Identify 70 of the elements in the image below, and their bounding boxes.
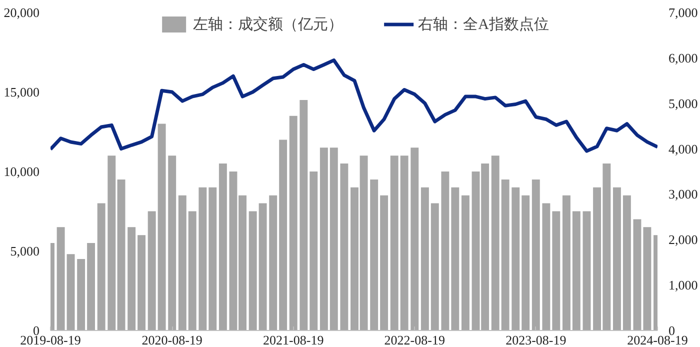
bar	[178, 195, 186, 330]
bar	[420, 187, 429, 330]
bar	[532, 179, 540, 330]
bar	[117, 179, 126, 330]
y2-tick-label: 5,000	[668, 96, 698, 111]
y-tick-label: 5,000	[10, 244, 40, 258]
y2-tick-label: 2,000	[668, 232, 698, 248]
y2-tick-label: 3,000	[668, 186, 698, 202]
bar	[451, 187, 460, 330]
y-tick-label: 10,000	[4, 164, 40, 179]
bar	[168, 156, 176, 330]
bar	[128, 227, 136, 330]
bar	[300, 100, 308, 330]
bar	[218, 164, 227, 330]
x-tick-label: 2021-08-19	[263, 332, 324, 347]
x-tick-label: 2020-08-19	[142, 332, 202, 347]
bar	[97, 203, 106, 330]
bar	[198, 187, 207, 330]
bar	[108, 156, 116, 330]
bar	[269, 195, 278, 330]
bar	[512, 187, 520, 330]
bar	[87, 243, 96, 330]
bar	[552, 211, 560, 330]
bar	[158, 124, 166, 330]
bar	[66, 254, 75, 330]
bar	[643, 227, 652, 330]
legend-label: 左轴：成交额（亿元）	[193, 15, 344, 34]
bar	[582, 211, 591, 330]
bar	[400, 156, 408, 330]
y2-tick-label: 1,000	[668, 278, 698, 293]
x-tick-label: 2023-08-19	[506, 332, 566, 347]
bar	[77, 258, 86, 330]
bar	[410, 148, 419, 330]
y-tick-label: 20,000	[4, 5, 40, 20]
bar	[501, 179, 510, 330]
bar	[289, 116, 298, 330]
bar	[340, 164, 348, 330]
y2-tick-label: 7,000	[668, 5, 698, 20]
line-series	[50, 58, 658, 153]
bar	[491, 156, 500, 330]
bar	[138, 235, 146, 330]
bar	[56, 227, 65, 330]
bar	[390, 156, 398, 330]
x-tick-label: 2022-08-19	[384, 332, 445, 347]
legend-label: 右轴：全A指数点位	[418, 16, 549, 34]
bar	[380, 195, 388, 330]
y2-tick-label: 0	[668, 323, 675, 338]
bar	[633, 219, 642, 330]
bar	[622, 195, 631, 330]
bar	[208, 187, 217, 330]
y2-tick-label: 4,000	[668, 141, 698, 156]
bar	[370, 179, 378, 330]
bar	[441, 172, 450, 330]
bar	[188, 211, 196, 330]
bar	[562, 195, 570, 330]
bar	[148, 211, 156, 330]
bar	[461, 195, 470, 330]
bar	[258, 203, 267, 330]
bar	[572, 211, 580, 330]
bar	[522, 195, 530, 330]
bar	[330, 148, 338, 330]
y-tick-label: 15,000	[4, 84, 40, 100]
bar	[612, 187, 621, 330]
bar	[248, 211, 257, 330]
bar	[542, 203, 550, 330]
bar	[430, 203, 439, 330]
bar	[310, 172, 318, 330]
bar	[320, 148, 328, 330]
y2-tick-label: 6,000	[668, 50, 698, 66]
bar	[279, 140, 288, 330]
